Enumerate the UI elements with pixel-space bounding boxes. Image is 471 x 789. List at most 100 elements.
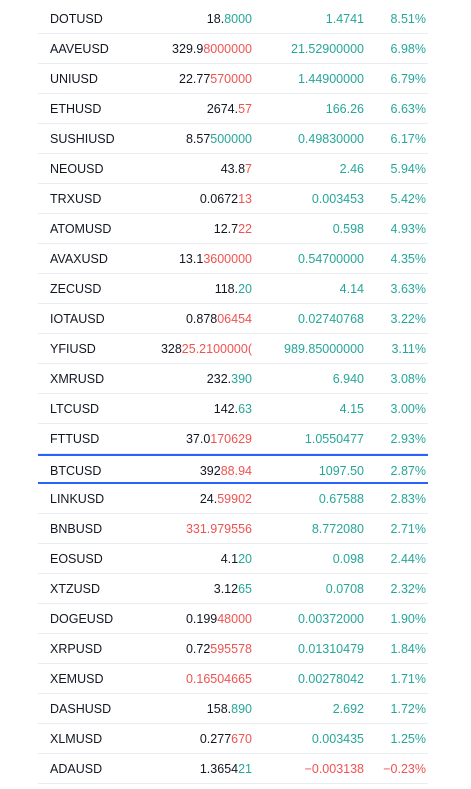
last-price: 331.979556: [186, 514, 252, 544]
symbol-label: XMRUSD: [50, 372, 105, 386]
price-tick-digits: 65: [238, 582, 252, 596]
change-value: 8.772080: [311, 522, 364, 536]
change-value: 2.692: [332, 702, 364, 716]
price-main: 0.277: [199, 732, 232, 746]
watchlist-row-dogeusd[interactable]: DOGEUSD 0.19948000 0.00372000 1.90%: [38, 604, 428, 634]
watchlist-row-xemusd[interactable]: XEMUSD 0.16504665 0.00278042 1.71%: [38, 664, 428, 694]
price-main: 18.: [206, 12, 225, 26]
last-price: 18.8000: [207, 4, 252, 34]
change-value: 1.4741: [325, 12, 364, 26]
last-price: 232.390: [207, 364, 252, 394]
watchlist-table: DOTUSD 18.8000 1.4741 8.51% AAVEUSD 329.98000…: [38, 4, 428, 784]
watchlist-row-zecusd[interactable]: ZECUSD 118.20 4.14 3.63%: [38, 274, 428, 304]
watchlist-row-avaxusd[interactable]: AVAXUSD 13.13600000 0.54700000 4.35%: [38, 244, 428, 274]
change-value: 0.02740768: [297, 312, 364, 326]
watchlist-row-uniusd[interactable]: UNIUSD 22.77570000 1.44900000 6.79%: [38, 64, 428, 94]
change-value: 0.67588: [318, 492, 364, 506]
price-tick-digits: 21: [238, 762, 252, 776]
price-main: 118.: [214, 282, 239, 296]
symbol-label: XEMUSD: [50, 672, 104, 686]
last-price: 329.98000000: [172, 34, 252, 64]
watchlist-row-sushiusd[interactable]: SUSHIUSD 8.57500000 0.49830000 6.17%: [38, 124, 428, 154]
change-value: 0.003453: [311, 192, 364, 206]
change-value: 1.44900000: [297, 72, 364, 86]
last-price: 0.067213: [200, 184, 252, 214]
last-price: 0.19948000: [186, 604, 252, 634]
watchlist-row-trxusd[interactable]: TRXUSD 0.067213 0.003453 5.42%: [38, 184, 428, 214]
last-price: 158.890: [207, 694, 252, 724]
change-percent: 2.83%: [390, 492, 426, 506]
change-value: 0.49830000: [297, 132, 364, 146]
symbol-label: NEOUSD: [50, 162, 104, 176]
change-value: 1.0550477: [304, 432, 364, 446]
symbol-label: UNIUSD: [50, 72, 98, 86]
change-percent: 1.84%: [390, 642, 426, 656]
price-tick-digits: 0.16504665: [185, 672, 252, 686]
change-value: 4.14: [339, 282, 364, 296]
change-percent: 1.71%: [390, 672, 426, 686]
last-price: 2674.57: [207, 94, 252, 124]
price-tick-digits: 20: [238, 552, 252, 566]
change-percent: 5.42%: [390, 192, 426, 206]
symbol-label: YFIUSD: [50, 342, 96, 356]
last-price: 0.87806454: [186, 304, 252, 334]
watchlist-row-dashusd[interactable]: DASHUSD 158.890 2.692 1.72%: [38, 694, 428, 724]
change-percent: 3.08%: [390, 372, 426, 386]
last-price: 22.77570000: [179, 64, 252, 94]
last-price: 4.120: [221, 544, 252, 574]
change-percent: 6.98%: [390, 42, 426, 56]
price-main: 0.0672: [199, 192, 239, 206]
watchlist-row-aaveusd[interactable]: AAVEUSD 329.98000000 21.52900000 6.98%: [38, 34, 428, 64]
price-tick-digits: 8000000: [203, 42, 252, 56]
change-value: 0.00372000: [297, 612, 364, 626]
watchlist-row-btcusd[interactable]: BTCUSD 39288.94 1097.50 2.87%: [38, 454, 428, 484]
price-main: 392: [199, 464, 221, 478]
symbol-label: SUSHIUSD: [50, 132, 115, 146]
last-price: 39288.94: [200, 456, 252, 486]
change-value: 21.52900000: [291, 42, 364, 56]
price-main: 158.: [206, 702, 232, 716]
change-percent: 2.87%: [390, 464, 426, 478]
last-price: 13.13600000: [179, 244, 252, 274]
price-main: 1.3654: [199, 762, 239, 776]
symbol-label: BTCUSD: [50, 464, 102, 478]
symbol-label: ATOMUSD: [50, 222, 112, 236]
watchlist-row-linkusd[interactable]: LINKUSD 24.59902 0.67588 2.83%: [38, 484, 428, 514]
last-price: 1.365421: [200, 754, 252, 784]
watchlist-row-bnbusd[interactable]: BNBUSD 331.979556 8.772080 2.71%: [38, 514, 428, 544]
symbol-label: XLMUSD: [50, 732, 103, 746]
watchlist-row-fttusd[interactable]: FTTUSD 37.0170629 1.0550477 2.93%: [38, 424, 428, 454]
watchlist-row-dotusd[interactable]: DOTUSD 18.8000 1.4741 8.51%: [38, 4, 428, 34]
watchlist-row-ethusd[interactable]: ETHUSD 2674.57 166.26 6.63%: [38, 94, 428, 124]
watchlist-row-adausd[interactable]: ADAUSD 1.365421 −0.003138 −0.23%: [38, 754, 428, 784]
watchlist-row-atomusd[interactable]: ATOMUSD 12.722 0.598 4.93%: [38, 214, 428, 244]
price-tick-digits: 7: [245, 162, 252, 176]
price-tick-digits: 670: [231, 732, 252, 746]
watchlist-row-xmrusd[interactable]: XMRUSD 232.390 6.940 3.08%: [38, 364, 428, 394]
watchlist-row-iotausd[interactable]: IOTAUSD 0.87806454 0.02740768 3.22%: [38, 304, 428, 334]
change-value: 0.01310479: [297, 642, 364, 656]
last-price: 24.59902: [200, 484, 252, 514]
watchlist-row-ltcusd[interactable]: LTCUSD 142.63 4.15 3.00%: [38, 394, 428, 424]
last-price: 0.72595578: [186, 634, 252, 664]
watchlist-row-xrpusd[interactable]: XRPUSD 0.72595578 0.01310479 1.84%: [38, 634, 428, 664]
last-price: 142.63: [214, 394, 252, 424]
symbol-label: BNBUSD: [50, 522, 103, 536]
change-value: 0.598: [332, 222, 364, 236]
change-percent: 2.71%: [390, 522, 426, 536]
change-percent: −0.23%: [383, 762, 426, 776]
watchlist-row-neousd[interactable]: NEOUSD 43.87 2.46 5.94%: [38, 154, 428, 184]
change-value: 6.940: [332, 372, 364, 386]
change-value: 0.00278042: [297, 672, 364, 686]
price-tick-digits: 570000: [210, 72, 252, 86]
symbol-label: LTCUSD: [50, 402, 100, 416]
watchlist-row-xtzusd[interactable]: XTZUSD 3.1265 0.0708 2.32%: [38, 574, 428, 604]
symbol-label: LINKUSD: [50, 492, 105, 506]
watchlist-row-eosusd[interactable]: EOSUSD 4.120 0.098 2.44%: [38, 544, 428, 574]
last-price: 0.277670: [200, 724, 252, 754]
price-tick-digits: 3600000: [203, 252, 252, 266]
watchlist-row-yfiusd[interactable]: YFIUSD 32825.2100000(989.85000000 3.11%: [38, 334, 428, 364]
watchlist-row-xlmusd[interactable]: XLMUSD 0.277670 0.003435 1.25%: [38, 724, 428, 754]
change-percent: 4.35%: [390, 252, 426, 266]
change-percent: 4.93%: [390, 222, 426, 236]
